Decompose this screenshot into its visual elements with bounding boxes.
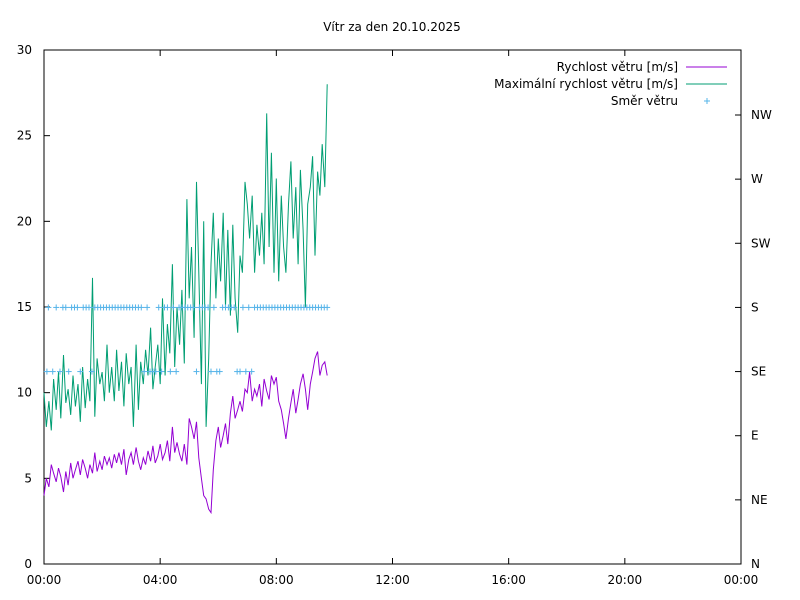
legend-label: Rychlost větru [m/s] [557, 60, 678, 74]
direction-point [170, 304, 177, 311]
direction-point [86, 304, 93, 311]
direction-point [190, 304, 197, 311]
direction-point [49, 368, 56, 375]
chart-title: Vítr za den 20.10.2025 [323, 20, 461, 34]
direction-point [324, 304, 331, 311]
direction-point [216, 368, 223, 375]
y2-tick-label: S [751, 300, 759, 314]
legend-label: Maximální rychlost větru [m/s] [494, 77, 678, 91]
direction-point [53, 304, 60, 311]
y-tick-label: 15 [17, 300, 32, 314]
x-tick-label: 04:00 [143, 573, 178, 587]
x-tick-label: 12:00 [375, 573, 410, 587]
legend-label: Směr větru [611, 94, 678, 108]
direction-point [239, 304, 246, 311]
direction-point [141, 368, 148, 375]
direction-point [245, 304, 252, 311]
y2-tick-label: SE [751, 365, 766, 379]
series-layer [43, 84, 331, 515]
direction-point [205, 304, 212, 311]
y-tick-label: 5 [24, 471, 32, 485]
direction-point [45, 304, 52, 311]
direction-point [164, 304, 171, 311]
direction-point [88, 368, 95, 375]
x-tick-label: 00:00 [724, 573, 759, 587]
y2-tick-label: SW [751, 236, 771, 250]
direction-point [152, 368, 159, 375]
direction-point [193, 368, 200, 375]
y-tick-label: 30 [17, 43, 32, 57]
direction-point [231, 304, 238, 311]
direction-point [173, 368, 180, 375]
series-line-0 [43, 351, 328, 515]
direction-point [210, 304, 217, 311]
direction-point [65, 368, 72, 375]
direction-point [242, 368, 249, 375]
legend: Rychlost větru [m/s] Maximální rychlost v… [494, 60, 727, 108]
direction-point [248, 368, 255, 375]
x-tick-label: 16:00 [491, 573, 526, 587]
direction-point [77, 368, 84, 375]
direction-point [74, 304, 81, 311]
x-tick-label: 20:00 [608, 573, 643, 587]
y-tick-label: 0 [24, 557, 32, 571]
direction-point [158, 368, 165, 375]
direction-point [155, 304, 162, 311]
direction-point [144, 304, 151, 311]
direction-point [237, 368, 244, 375]
series-line-1 [43, 84, 328, 431]
y2-tick-label: NE [751, 493, 768, 507]
y-tick-label: 10 [17, 386, 32, 400]
y2-tick-label: N [751, 557, 760, 571]
direction-point [43, 368, 50, 375]
direction-point [167, 368, 174, 375]
direction-point [56, 368, 63, 375]
x-tick-label: 00:00 [27, 573, 62, 587]
direction-point [62, 304, 69, 311]
direction-point [138, 304, 145, 311]
y2-tick-label: W [751, 172, 763, 186]
y-tick-label: 25 [17, 129, 32, 143]
direction-point [207, 368, 214, 375]
y2-tick-label: E [751, 429, 759, 443]
axis-ticks: 0 5 10 15 20 25 30 00:00 04:00 08:00 12:00 16:00 20:… [17, 43, 772, 587]
y-tick-label: 20 [17, 214, 32, 228]
x-tick-label: 08:00 [259, 573, 294, 587]
y2-tick-label: NW [751, 108, 772, 122]
